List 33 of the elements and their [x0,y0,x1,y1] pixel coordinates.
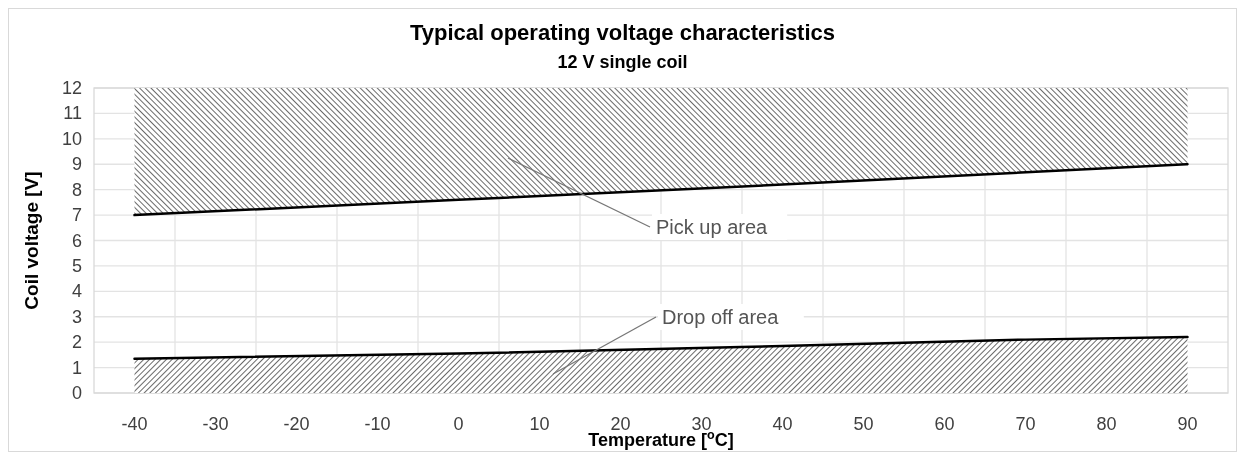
x-tick-label: -40 [121,414,148,434]
line-series [133,335,1189,360]
x-tick-label: 20 [610,414,631,434]
y-tick-label: 12 [61,78,82,98]
y-tick-label: 3 [71,306,82,327]
x-tick-label: -20 [283,414,310,434]
x-tick-label: 0 [453,414,464,434]
annotation: Drop off area [662,306,780,328]
x-tick-label: 70 [1015,414,1036,434]
y-tick-label: 8 [71,179,82,200]
y-tick-label: 11 [63,103,82,124]
x-tick-label: 80 [1096,414,1117,434]
chart-subtitle: 12 V single coil [557,52,688,72]
y-tick-label: 10 [61,128,82,149]
y-tick-label: 0 [71,383,82,403]
x-tick-label: 40 [772,414,793,434]
x-tick-label: 10 [529,414,550,434]
y-tick-label: 2 [71,332,82,353]
annotation: Pick up area [656,216,769,238]
y-tick-label: 6 [71,230,82,251]
x-tick-label: 50 [853,414,874,434]
y-tick-label: 1 [71,357,82,378]
x-tick-label: -30 [202,414,229,434]
x-tick-label: 90 [1177,414,1198,434]
y-tick-label: 9 [71,154,82,175]
x-tick-label: 60 [934,414,955,434]
y-tick-label: 4 [71,281,82,302]
x-tick-label: -10 [364,414,391,434]
y-tick-label: 7 [71,205,82,226]
chart-title: Typical operating voltage characteristics [409,20,836,45]
y-axis-title: Coil voltage [V] [21,171,42,310]
line-series [133,163,1189,217]
y-tick-label: 5 [71,255,82,276]
